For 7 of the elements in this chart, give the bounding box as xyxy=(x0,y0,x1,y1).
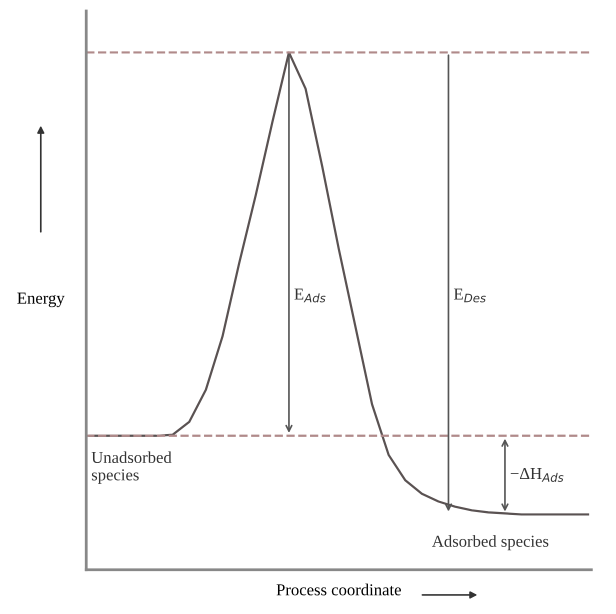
annotation: E$_{Ads}$ xyxy=(294,288,326,302)
x-axis-title: Process coordinate xyxy=(276,584,401,596)
annotation: Unadsorbed species xyxy=(92,451,172,484)
y-axis-title: Energy xyxy=(17,292,65,308)
annotation: −ΔH$_{Ads}$ xyxy=(510,468,564,482)
annotation: Adsorbed species xyxy=(432,535,548,550)
annotation: E$_{Des}$ xyxy=(454,288,486,302)
